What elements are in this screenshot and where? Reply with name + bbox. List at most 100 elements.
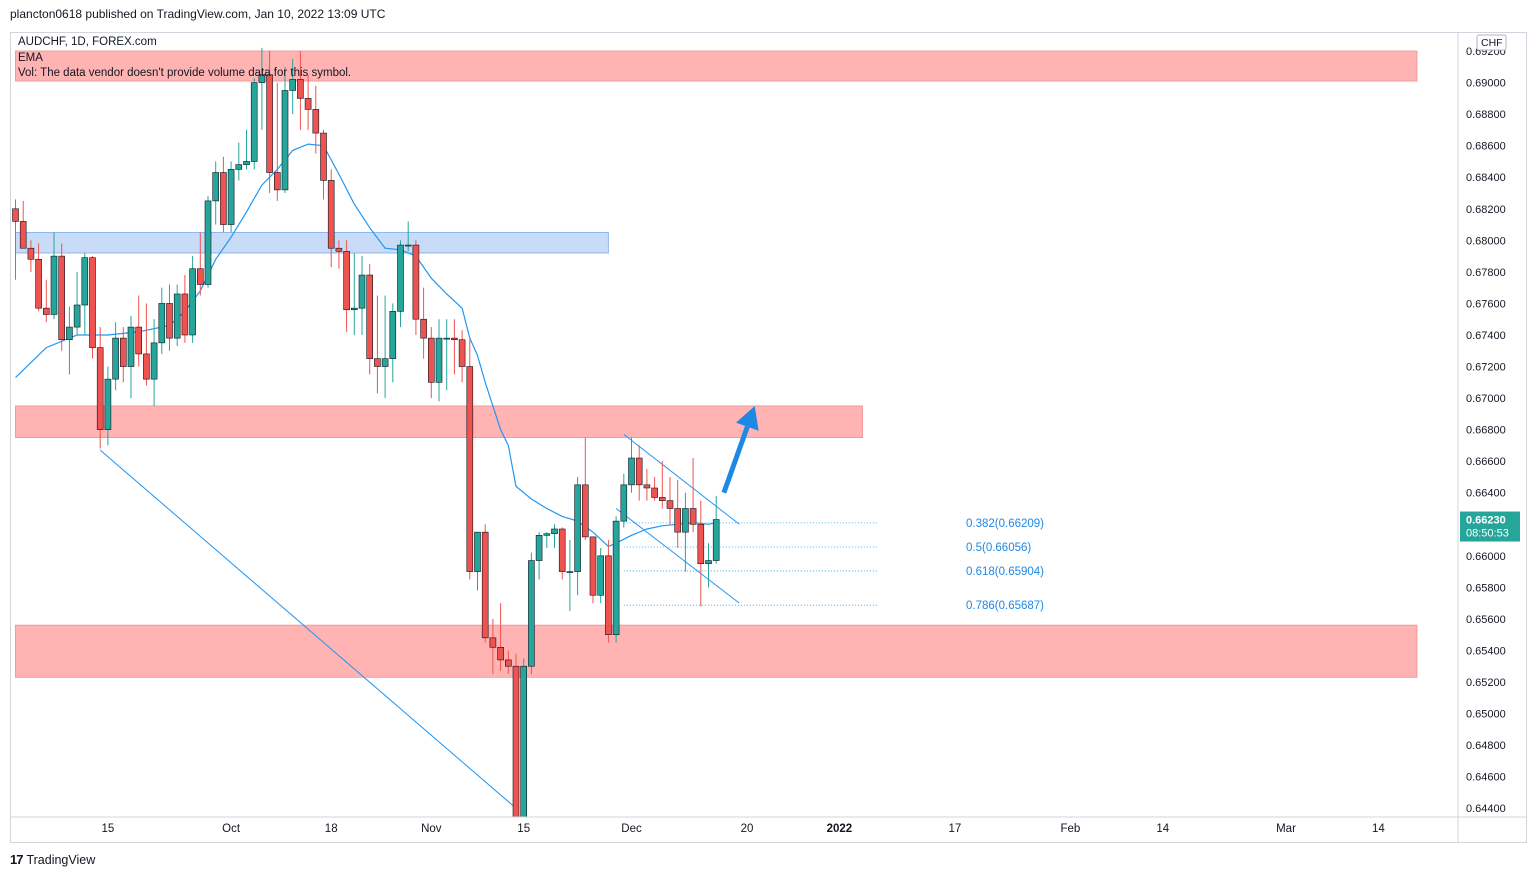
candle-body [297, 79, 304, 99]
candle-body [682, 508, 689, 533]
candle-body [458, 339, 466, 367]
y-tick-label: 0.67800 [1466, 267, 1506, 279]
candle-body [220, 172, 227, 225]
currency-badge [1476, 34, 1507, 51]
y-tick-label: 0.65800 [1466, 582, 1506, 594]
candle-body [551, 528, 558, 535]
y-tick-label: 0.68600 [1466, 141, 1506, 153]
candle-body [512, 665, 520, 817]
publish-info: plancton0618 published on TradingView.co… [10, 7, 386, 21]
y-tick-label: 0.66000 [1466, 551, 1506, 563]
candle-body [651, 487, 658, 498]
chart-frame [10, 32, 1527, 843]
y-tick-label: 0.67600 [1466, 298, 1506, 310]
candle-body [266, 74, 273, 173]
chart-legend: AUDCHF, 1D, FOREX.com EMA Vol: The data … [18, 35, 351, 82]
fib-label-1: 0.5(0.66056) [966, 542, 1031, 554]
x-tick-label: 20 [741, 823, 754, 835]
candle-body [697, 523, 705, 565]
candle-body [389, 311, 397, 359]
candle-body [543, 533, 551, 536]
candle-body [666, 500, 674, 509]
candle-body [104, 378, 112, 430]
candle-body [366, 274, 374, 359]
x-tick-label: 15 [517, 823, 530, 835]
candle-body [451, 337, 458, 341]
candle-body [96, 347, 104, 430]
y-tick-label: 0.64800 [1466, 740, 1506, 752]
candle-body [520, 665, 528, 817]
candle-body [674, 508, 682, 533]
y-tick-label: 0.67400 [1466, 330, 1506, 342]
y-tick-label: 0.65400 [1466, 645, 1506, 657]
candle-body [658, 497, 666, 501]
candle-body [466, 366, 474, 572]
candle-body [435, 337, 443, 383]
zone-blue-1 [15, 231, 609, 254]
y-tick-label: 0.64600 [1466, 772, 1506, 784]
candle-body [112, 337, 119, 380]
trendline-1 [623, 433, 740, 525]
candle-body [504, 659, 512, 667]
candle-body [412, 244, 420, 320]
candle-body [212, 172, 219, 202]
x-tick-label: 2022 [827, 823, 853, 835]
candle-body [620, 484, 628, 522]
zone-red-0 [15, 50, 1418, 82]
candle-body [443, 337, 451, 340]
candle-body [81, 257, 89, 306]
y-tick-label: 0.64400 [1466, 803, 1506, 815]
candle-body [381, 358, 389, 367]
candle-body [50, 255, 58, 315]
candle-body [581, 484, 589, 538]
candle-body [574, 484, 581, 572]
candle-body [304, 98, 312, 110]
x-tick-label: Dec [621, 823, 642, 835]
footer-brand[interactable]: 17 TradingView [10, 852, 95, 867]
y-tick-label: 0.67200 [1466, 362, 1506, 374]
candle-body [19, 221, 27, 249]
candle-body [181, 293, 189, 336]
candle-body [474, 531, 481, 572]
last-price-countdown: 08:50:53 [1466, 528, 1509, 540]
candle-body [320, 132, 327, 181]
candle-body [712, 519, 720, 561]
candle-body [35, 258, 42, 309]
zone-red-3 [15, 624, 1418, 678]
candle-body [66, 326, 73, 341]
legend-symbol[interactable]: AUDCHF, 1D, FOREX.com [18, 36, 157, 48]
fib-label-0: 0.382(0.66209) [966, 518, 1044, 530]
y-tick-label: 0.66600 [1466, 456, 1506, 468]
y-tick-label: 0.66400 [1466, 488, 1506, 500]
candle-body [258, 74, 266, 83]
trendline-0 [99, 449, 517, 809]
candle-body [166, 303, 173, 339]
candle-body [197, 268, 204, 285]
fib-label-3: 0.786(0.65687) [966, 600, 1044, 612]
candle-body [427, 337, 435, 383]
candle-body [73, 304, 81, 328]
candle-body [635, 457, 643, 486]
x-tick-label: 17 [949, 823, 962, 835]
x-tick-label: Mar [1276, 823, 1296, 835]
candle-body [689, 508, 697, 525]
candle-body [173, 293, 181, 339]
candle-body [643, 484, 651, 489]
candle-body [89, 257, 96, 348]
y-tick-label: 0.68200 [1466, 204, 1506, 216]
legend-ema[interactable]: EMA [18, 51, 43, 64]
candle-body [481, 531, 489, 639]
legend-volume[interactable]: Vol: The data vendor doesn't provide vol… [18, 67, 352, 79]
candle-body [204, 200, 212, 285]
candle-body [597, 555, 605, 596]
candle-body [528, 560, 535, 667]
candle-body [243, 161, 250, 165]
candle-body [420, 318, 427, 339]
candle-body [289, 79, 297, 91]
candle-body [120, 337, 127, 367]
candle-body [566, 571, 574, 573]
candle-body [42, 307, 50, 315]
candle-body [535, 535, 543, 561]
currency-label: CHF [1481, 37, 1503, 49]
